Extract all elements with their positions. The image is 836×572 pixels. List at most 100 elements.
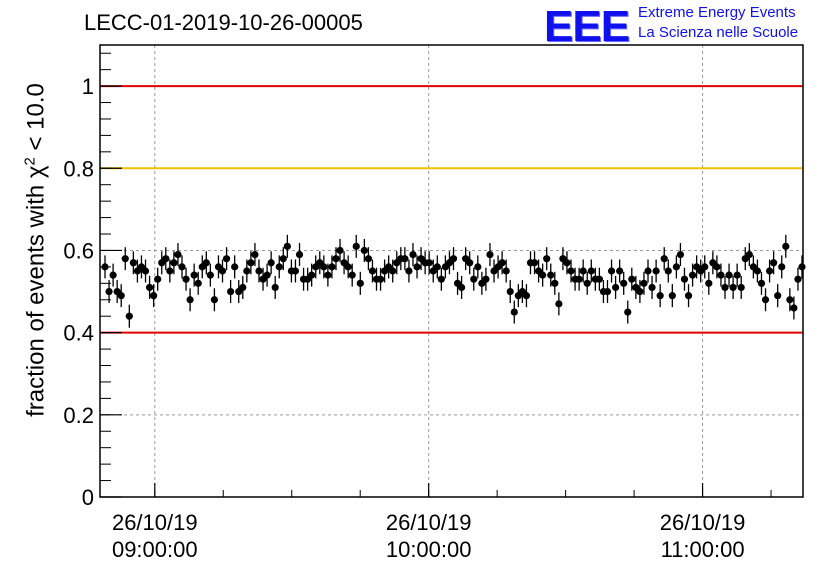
marker (482, 275, 490, 283)
marker (218, 267, 227, 275)
marker (328, 263, 336, 271)
marker (194, 279, 202, 287)
data-point (721, 275, 729, 299)
data-point (389, 259, 397, 283)
marker (239, 283, 247, 292)
data-point (798, 255, 806, 279)
data-point (401, 247, 409, 271)
data-point (757, 271, 766, 295)
data-point (466, 251, 474, 275)
marker (174, 250, 182, 259)
x-tick-time-label: 11:00:00 (661, 537, 745, 562)
marker (291, 267, 300, 275)
data-point (688, 263, 697, 287)
data-point (190, 263, 198, 287)
marker (117, 292, 125, 300)
data-point (790, 296, 798, 320)
data-point (563, 251, 571, 275)
data-point (616, 259, 624, 283)
data-point (348, 263, 356, 287)
marker (498, 259, 506, 267)
chart-title: LECC-01-2019-10-26-00005 (84, 10, 363, 35)
marker (688, 271, 697, 279)
marker (753, 267, 762, 275)
marker (778, 263, 786, 271)
data-point (701, 255, 709, 279)
marker (202, 259, 210, 267)
marker (129, 259, 137, 267)
data-point (194, 271, 202, 295)
data-point (624, 300, 632, 324)
marker (121, 255, 129, 263)
marker (636, 287, 644, 296)
data-point (664, 259, 672, 283)
data-point (587, 259, 595, 283)
data-point (271, 275, 279, 299)
data-point (458, 275, 466, 299)
data-point (202, 251, 210, 275)
marker (611, 283, 620, 292)
marker (162, 255, 170, 263)
data-point (198, 255, 206, 279)
marker (279, 255, 287, 263)
data-point (316, 251, 324, 275)
data-point (676, 243, 685, 267)
marker (761, 296, 770, 304)
y-axis-label-suffix: < 10.0 (22, 83, 50, 158)
marker (178, 263, 186, 271)
marker (733, 271, 741, 279)
data-point (603, 280, 612, 304)
marker (563, 259, 571, 267)
marker (705, 279, 713, 287)
axes: 00.20.40.60.8126/10/1909:00:0026/10/1910… (63, 52, 772, 562)
data-point (547, 263, 555, 287)
marker (530, 259, 539, 267)
data-point (441, 255, 449, 279)
data-point (486, 243, 494, 267)
marker (603, 287, 612, 296)
data-point (247, 251, 255, 275)
data-point (166, 259, 174, 283)
data-point (522, 284, 531, 308)
data-point (579, 259, 587, 283)
data-point (113, 280, 121, 304)
marker (547, 271, 555, 279)
marker (271, 283, 279, 292)
data-point (502, 259, 510, 283)
marker (790, 304, 798, 312)
marker (587, 267, 595, 275)
marker (145, 283, 154, 292)
data-point (567, 259, 575, 283)
data-point (227, 280, 235, 304)
data-point (409, 243, 417, 267)
data-point (214, 255, 223, 279)
marker (376, 275, 385, 283)
marker (348, 271, 356, 279)
data-point (445, 251, 454, 275)
marker (575, 275, 583, 283)
marker (141, 267, 150, 275)
data-point (344, 255, 352, 279)
data-point (449, 247, 458, 271)
marker (684, 292, 693, 300)
logo-line-2: La Scienza nelle Scuole (638, 24, 799, 41)
data-point (636, 280, 644, 304)
marker (506, 287, 514, 296)
data-point (543, 247, 551, 271)
marker (579, 267, 587, 275)
marker (721, 283, 729, 292)
marker (255, 267, 263, 275)
marker (449, 255, 458, 263)
marker (401, 255, 409, 263)
data-point (340, 251, 348, 275)
marker (368, 267, 377, 275)
data-point (206, 263, 214, 287)
data-point (575, 267, 583, 291)
marker (607, 267, 616, 275)
marker (150, 292, 158, 300)
marker (567, 267, 575, 275)
marker (166, 267, 174, 275)
data-point (530, 251, 539, 275)
data-point (210, 288, 219, 312)
marker (782, 242, 790, 250)
